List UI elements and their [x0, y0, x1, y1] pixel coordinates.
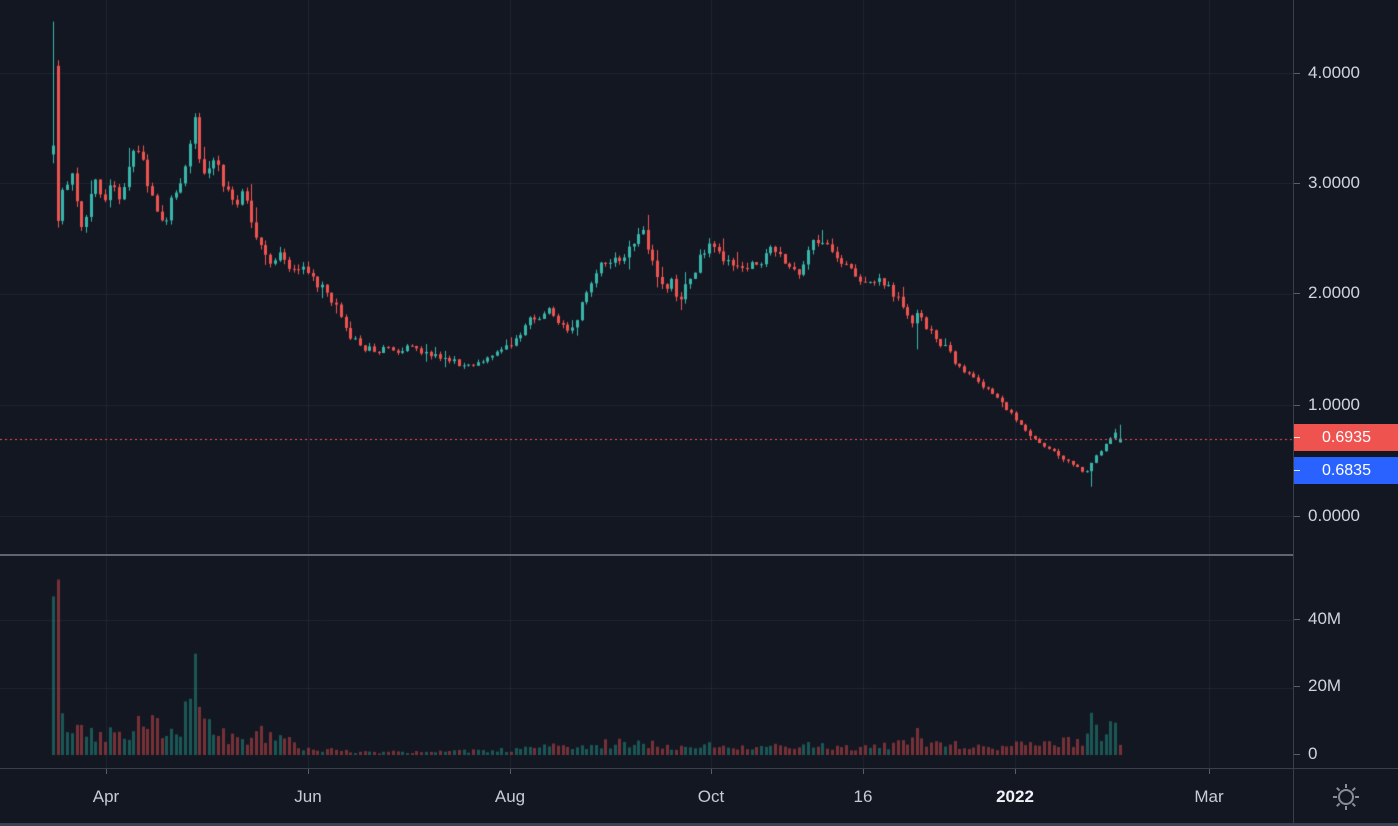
price-axis-label-tick — [1294, 293, 1300, 294]
secondary-price-tick — [1294, 470, 1300, 471]
time-axis-label: Oct — [697, 787, 725, 806]
gear-icon — [1333, 783, 1359, 810]
last-price-tick — [1294, 437, 1300, 438]
time-axis-tick — [106, 769, 107, 774]
candlestick-chart-canvas[interactable] — [0, 0, 1293, 768]
time-axis-tick — [711, 769, 712, 774]
time-axis-label: Mar — [1194, 787, 1224, 806]
last-price-badge: 0.6935 — [1294, 424, 1398, 451]
time-axis-label: Apr — [92, 787, 120, 806]
time-axis-settings-button[interactable] — [1293, 768, 1398, 824]
last-price-value: 0.6935 — [1322, 429, 1371, 446]
price-axis-label: 4.0000 — [1308, 63, 1360, 82]
price-axis-label: 2.0000 — [1308, 283, 1360, 302]
time-axis-tick — [1209, 769, 1210, 774]
volume-axis-label: 0 — [1308, 744, 1318, 763]
price-axis-label: 0.0000 — [1308, 506, 1360, 525]
volume-axis-label-tick — [1294, 619, 1300, 620]
time-axis[interactable]: Apr Jun Aug Oct 16 2022 Mar — [0, 768, 1398, 824]
bottom-border — [0, 823, 1398, 826]
volume-axis-label: 40M — [1308, 609, 1342, 628]
time-axis-tick — [308, 769, 309, 774]
price-axis-label-tick — [1294, 73, 1300, 74]
price-axis-label-tick — [1294, 405, 1300, 406]
price-axis-label: 1.0000 — [1308, 395, 1360, 414]
price-axis-label-tick — [1294, 183, 1300, 184]
volume-axis-label-tick — [1294, 686, 1300, 687]
pane-separator[interactable] — [0, 554, 1398, 556]
secondary-price-value: 0.6835 — [1322, 462, 1371, 479]
time-axis-tick — [1015, 769, 1016, 774]
secondary-price-badge: 0.6835 — [1294, 457, 1398, 484]
price-axis[interactable]: 4.0000 3.0000 2.0000 1.0000 0.0000 40M 20M 0 0.… — [1293, 0, 1398, 769]
time-axis-label: Aug — [494, 787, 526, 806]
volume-axis-label: 20M — [1308, 676, 1342, 695]
volume-axis-label-tick — [1294, 754, 1300, 755]
price-axis-label: 3.0000 — [1308, 173, 1360, 192]
time-axis-tick — [510, 769, 511, 774]
price-axis-label-tick — [1294, 516, 1300, 517]
time-axis-label: 16 — [853, 787, 873, 806]
time-axis-label: Jun — [294, 787, 322, 806]
time-axis-tick — [863, 769, 864, 774]
time-axis-label: 2022 — [996, 787, 1034, 806]
